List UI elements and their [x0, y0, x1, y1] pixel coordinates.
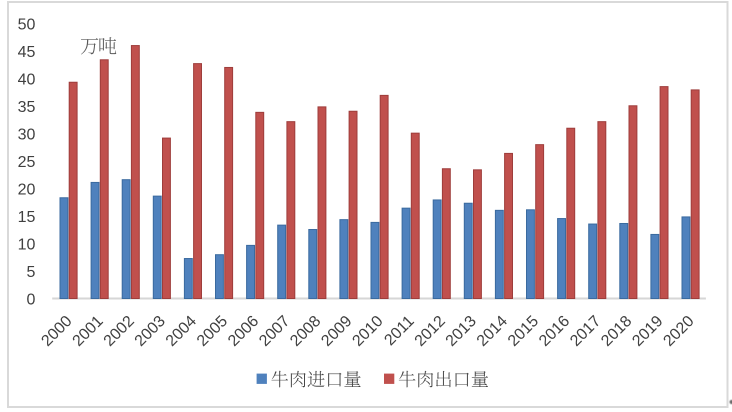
svg-text:10: 10: [18, 237, 36, 254]
svg-text:5: 5: [26, 264, 35, 281]
svg-text:15: 15: [18, 209, 36, 226]
svg-text:0: 0: [26, 292, 35, 309]
svg-text:20: 20: [18, 182, 36, 199]
svg-text:30: 30: [18, 127, 36, 144]
svg-text:45: 45: [18, 44, 36, 61]
svg-text:25: 25: [18, 154, 36, 171]
svg-text:35: 35: [18, 99, 36, 116]
svg-text:50: 50: [18, 17, 36, 34]
svg-text:40: 40: [18, 72, 36, 89]
